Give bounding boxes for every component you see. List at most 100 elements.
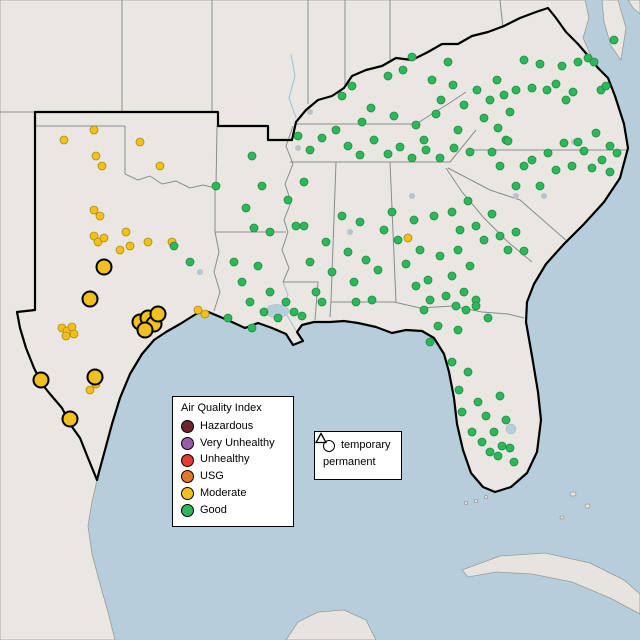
station-marker-good-permanent[interactable] — [431, 109, 441, 119]
station-marker-good-permanent[interactable] — [511, 181, 521, 191]
station-marker-moderate-permanent[interactable] — [59, 135, 69, 145]
station-marker-good-permanent[interactable] — [401, 259, 411, 269]
station-marker-good-permanent[interactable] — [415, 245, 425, 255]
station-marker-good-permanent[interactable] — [493, 123, 503, 133]
station-marker-good-permanent[interactable] — [495, 231, 505, 241]
station-marker-good-permanent[interactable] — [519, 161, 529, 171]
station-marker-good-permanent[interactable] — [448, 80, 458, 90]
station-marker-moderate-permanent[interactable] — [121, 227, 131, 237]
station-marker-good-permanent[interactable] — [283, 195, 293, 205]
station-marker-good-permanent[interactable] — [409, 215, 419, 225]
station-marker-good-permanent[interactable] — [479, 235, 489, 245]
station-marker-good-permanent[interactable] — [297, 311, 307, 321]
station-marker-good-permanent[interactable] — [317, 297, 327, 307]
station-marker-good-permanent[interactable] — [455, 225, 465, 235]
station-marker-good-permanent[interactable] — [343, 247, 353, 257]
station-marker-good-permanent[interactable] — [357, 117, 367, 127]
station-marker-good-permanent[interactable] — [265, 287, 275, 297]
station-marker-good-permanent[interactable] — [481, 411, 491, 421]
station-marker-moderate-permanent[interactable] — [115, 245, 125, 255]
station-marker-good-permanent[interactable] — [591, 128, 601, 138]
station-marker-good-permanent[interactable] — [551, 165, 561, 175]
station-marker-good-permanent[interactable] — [331, 125, 341, 135]
station-marker-good-permanent[interactable] — [535, 181, 545, 191]
station-marker-good-permanent[interactable] — [425, 295, 435, 305]
station-marker-good-permanent[interactable] — [601, 81, 611, 91]
station-marker-good-permanent[interactable] — [463, 196, 473, 206]
station-marker-good-permanent[interactable] — [407, 153, 417, 163]
station-marker-moderate-permanent[interactable] — [193, 305, 203, 315]
station-marker-moderate-permanent[interactable] — [61, 331, 71, 341]
station-marker-good-permanent[interactable] — [551, 79, 561, 89]
station-marker-good-permanent[interactable] — [411, 120, 421, 130]
station-marker-good-permanent[interactable] — [587, 163, 597, 173]
station-marker-moderate-temporary[interactable] — [61, 410, 79, 428]
station-marker-good-permanent[interactable] — [501, 415, 511, 425]
station-marker-good-permanent[interactable] — [247, 323, 257, 333]
station-marker-good-permanent[interactable] — [355, 217, 365, 227]
station-marker-good-permanent[interactable] — [453, 245, 463, 255]
station-marker-moderate-permanent[interactable] — [200, 309, 210, 319]
station-marker-good-permanent[interactable] — [485, 447, 495, 457]
station-marker-good-permanent[interactable] — [311, 287, 321, 297]
station-marker-moderate-permanent[interactable] — [97, 161, 107, 171]
station-marker-moderate-permanent[interactable] — [403, 233, 413, 243]
station-marker-good-permanent[interactable] — [453, 125, 463, 135]
station-marker-good-permanent[interactable] — [299, 221, 309, 231]
station-marker-moderate-temporary[interactable] — [86, 368, 104, 386]
station-marker-good-permanent[interactable] — [249, 223, 259, 233]
station-marker-good-permanent[interactable] — [379, 225, 389, 235]
station-marker-good-permanent[interactable] — [567, 161, 577, 171]
station-marker-good-permanent[interactable] — [443, 57, 453, 67]
station-marker-good-permanent[interactable] — [367, 295, 377, 305]
station-marker-good-permanent[interactable] — [467, 427, 477, 437]
station-marker-good-permanent[interactable] — [465, 261, 475, 271]
station-marker-good-permanent[interactable] — [519, 246, 529, 256]
station-marker-good-permanent[interactable] — [223, 313, 233, 323]
station-marker-good-permanent[interactable] — [503, 245, 513, 255]
station-marker-moderate-temporary[interactable] — [95, 258, 113, 276]
station-marker-good-permanent[interactable] — [605, 167, 615, 177]
station-marker-good-permanent[interactable] — [457, 407, 467, 417]
station-marker-good-permanent[interactable] — [229, 257, 239, 267]
station-marker-moderate-temporary[interactable] — [81, 290, 99, 308]
station-marker-good-permanent[interactable] — [435, 153, 445, 163]
station-marker-good-permanent[interactable] — [169, 241, 179, 251]
station-marker-good-permanent[interactable] — [281, 297, 291, 307]
station-marker-good-permanent[interactable] — [583, 53, 593, 63]
station-marker-good-permanent[interactable] — [373, 265, 383, 275]
station-marker-good-permanent[interactable] — [471, 221, 481, 231]
station-marker-good-permanent[interactable] — [453, 325, 463, 335]
station-marker-good-permanent[interactable] — [465, 147, 475, 157]
station-marker-good-permanent[interactable] — [321, 237, 331, 247]
station-marker-moderate-permanent[interactable] — [125, 241, 135, 251]
station-marker-good-permanent[interactable] — [495, 161, 505, 171]
station-marker-good-permanent[interactable] — [543, 148, 553, 158]
station-marker-good-permanent[interactable] — [259, 307, 269, 317]
station-marker-good-permanent[interactable] — [427, 75, 437, 85]
station-marker-good-permanent[interactable] — [429, 211, 439, 221]
station-marker-good-permanent[interactable] — [291, 221, 301, 231]
station-marker-good-permanent[interactable] — [589, 57, 599, 67]
station-marker-good-permanent[interactable] — [527, 155, 537, 165]
station-marker-good-permanent[interactable] — [477, 437, 487, 447]
station-marker-good-permanent[interactable] — [493, 451, 503, 461]
station-marker-good-permanent[interactable] — [449, 143, 459, 153]
station-marker-good-permanent[interactable] — [487, 209, 497, 219]
station-marker-moderate-permanent[interactable] — [89, 231, 99, 241]
station-marker-good-permanent[interactable] — [568, 87, 578, 97]
station-marker-good-permanent[interactable] — [612, 148, 622, 158]
station-marker-good-permanent[interactable] — [492, 75, 502, 85]
station-marker-moderate-permanent[interactable] — [143, 237, 153, 247]
station-marker-good-permanent[interactable] — [509, 457, 519, 467]
station-marker-good-permanent[interactable] — [361, 255, 371, 265]
station-marker-good-permanent[interactable] — [447, 271, 457, 281]
station-marker-good-permanent[interactable] — [463, 367, 473, 377]
station-marker-good-permanent[interactable] — [459, 287, 469, 297]
station-marker-good-permanent[interactable] — [511, 227, 521, 237]
station-marker-good-permanent[interactable] — [527, 83, 537, 93]
station-marker-good-permanent[interactable] — [273, 313, 283, 323]
station-marker-moderate-permanent[interactable] — [135, 137, 145, 147]
station-marker-good-permanent[interactable] — [454, 385, 464, 395]
station-marker-moderate-permanent[interactable] — [91, 151, 101, 161]
